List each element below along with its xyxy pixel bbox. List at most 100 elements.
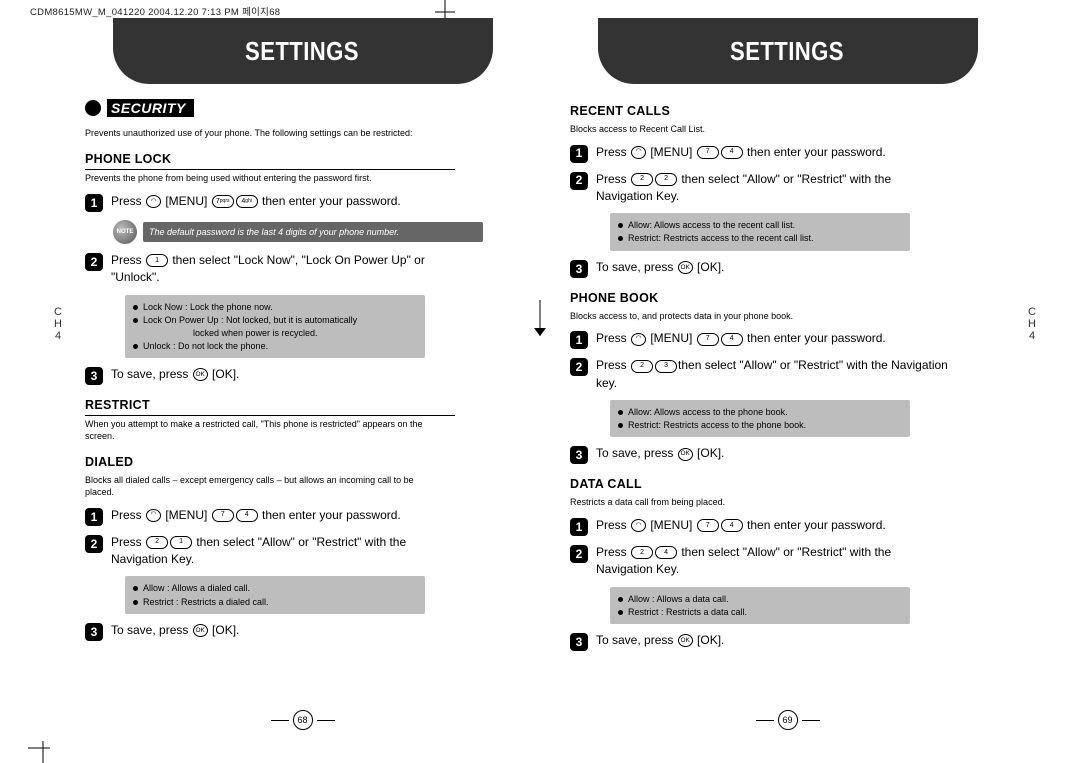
- dialed-step-2: 2 Press 21 then select "Allow" or "Restr…: [85, 534, 465, 569]
- right-content: RECENT CALLS Blocks access to Recent Cal…: [555, 84, 1020, 651]
- recent-calls-desc: Blocks access to Recent Call List.: [570, 124, 930, 136]
- key-4-icon: 4: [721, 519, 743, 532]
- phonebook-step-3: 3 To save, press OK [OK].: [570, 445, 950, 464]
- step-text: Press 24 then select "Allow" or "Restric…: [596, 544, 950, 579]
- security-heading: SECURITY: [85, 99, 194, 119]
- step-text: Press ◠ [MENU] 7pqrs4ghi then enter your…: [111, 193, 401, 210]
- step-number: 2: [570, 545, 588, 563]
- tab-title-left: SETTINGS: [246, 36, 360, 67]
- key-4-icon: 4: [721, 333, 743, 346]
- key-4-icon: 4: [721, 146, 743, 159]
- soft-key-icon: ◠: [146, 509, 161, 522]
- key-1-icon: 1: [146, 254, 168, 267]
- note-icon: NOTE: [113, 220, 137, 244]
- data-call-desc: Restricts a data call from being placed.: [570, 497, 930, 509]
- phone-lock-desc: Prevents the phone from being used witho…: [85, 173, 445, 185]
- step-text: Press 21 then select "Allow" or "Restric…: [111, 534, 465, 569]
- phonebook-step-1: 1 Press ◠ [MENU] 74 then enter your pass…: [570, 330, 950, 349]
- datacall-step-3: 3 To save, press OK [OK].: [570, 632, 950, 651]
- step-text: To save, press OK [OK].: [111, 366, 239, 383]
- datacall-options-box: Allow : Allows a data call. Restrict : R…: [610, 587, 910, 624]
- ok-key-icon: OK: [678, 261, 693, 274]
- page-right: SETTINGS CH4 RECENT CALLS Blocks access …: [555, 18, 1020, 738]
- dialed-title: DIALED: [85, 454, 455, 472]
- step-number: 2: [85, 535, 103, 553]
- step-number: 3: [570, 446, 588, 464]
- key-2-icon: 2: [631, 173, 653, 186]
- recent-step-1: 1 Press ◠ [MENU] 74 then enter your pass…: [570, 144, 950, 163]
- step-number: 3: [85, 367, 103, 385]
- step-number: 3: [570, 633, 588, 651]
- recent-step-2: 2 Press 22 then select "Allow" or "Restr…: [570, 171, 950, 206]
- restrict-desc: When you attempt to make a restricted ca…: [85, 419, 445, 442]
- step-text: Press ◠ [MENU] 74 then enter your passwo…: [596, 517, 886, 534]
- key-4-icon: 4: [655, 546, 677, 559]
- page-left: SETTINGS CH4 SECURITY Prevents unauthori…: [70, 18, 535, 738]
- tab-title-right: SETTINGS: [731, 36, 845, 67]
- settings-tab-left: SETTINGS: [113, 18, 493, 84]
- crop-mark-bottom-left: [28, 733, 58, 763]
- step-number: 1: [570, 145, 588, 163]
- soft-key-icon: ◠: [146, 195, 161, 208]
- step-number: 1: [85, 194, 103, 212]
- step-number: 1: [570, 518, 588, 536]
- chapter-marker-right: CH4: [1024, 306, 1040, 342]
- step-text: Press 22 then select "Allow" or "Restric…: [596, 171, 950, 206]
- phonebook-options-box: Allow: Allows access to the phone book. …: [610, 400, 910, 437]
- key-2-icon: 2: [146, 536, 168, 549]
- soft-key-icon: ◠: [631, 146, 646, 159]
- recent-calls-title: RECENT CALLS: [570, 103, 940, 121]
- key-7-icon: 7: [697, 333, 719, 346]
- step-text: Press 23then select "Allow" or "Restrict…: [596, 357, 950, 392]
- phone-book-desc: Blocks access to, and protects data in y…: [570, 311, 930, 323]
- settings-tab-right: SETTINGS: [598, 18, 978, 84]
- left-content: SECURITY Prevents unauthorized use of yo…: [70, 84, 535, 641]
- step-text: To save, press OK [OK].: [111, 622, 239, 639]
- recent-step-3: 3 To save, press OK [OK].: [570, 259, 950, 278]
- step-text: To save, press OK [OK].: [596, 259, 724, 276]
- security-desc: Prevents unauthorized use of your phone.…: [85, 128, 445, 140]
- key-4-icon: 4ghi: [236, 195, 258, 208]
- step-number: 2: [570, 172, 588, 190]
- step-number: 1: [570, 331, 588, 349]
- note-default-password: NOTE The default password is the last 4 …: [113, 220, 483, 244]
- step-number: 3: [570, 260, 588, 278]
- step-text: To save, press OK [OK].: [596, 632, 724, 649]
- ok-key-icon: OK: [678, 634, 693, 647]
- step-number: 2: [85, 253, 103, 271]
- phone-lock-step-1: 1 Press ◠ [MENU] 7pqrs4ghi then enter yo…: [85, 193, 465, 212]
- recent-options-box: Allow: Allows access to the recent call …: [610, 213, 910, 250]
- phone-lock-step-3: 3 To save, press OK [OK].: [85, 366, 465, 385]
- security-label: SECURITY: [107, 99, 194, 117]
- datacall-step-2: 2 Press 24 then select "Allow" or "Restr…: [570, 544, 950, 579]
- key-2-icon: 2: [631, 546, 653, 559]
- page-number-right: 69: [756, 710, 820, 730]
- key-4-icon: 4: [236, 509, 258, 522]
- key-1-icon: 1: [170, 536, 192, 549]
- step-number: 2: [570, 358, 588, 376]
- key-2-icon: 2: [631, 360, 653, 373]
- data-call-title: DATA CALL: [570, 476, 940, 494]
- key-2-icon: 2: [655, 173, 677, 186]
- dialed-step-3: 3 To save, press OK [OK].: [85, 622, 465, 641]
- step-text: Press ◠ [MENU] 74 then enter your passwo…: [596, 330, 886, 347]
- phonebook-step-2: 2 Press 23then select "Allow" or "Restri…: [570, 357, 950, 392]
- step-text: Press ◠ [MENU] 74 then enter your passwo…: [596, 144, 886, 161]
- phone-lock-step-2: 2 Press 1 then select "Lock Now", "Lock …: [85, 252, 465, 287]
- soft-key-icon: ◠: [631, 519, 646, 532]
- key-7-icon: 7pqrs: [212, 195, 234, 208]
- page-number-left: 68: [271, 710, 335, 730]
- phone-lock-title: PHONE LOCK: [85, 151, 455, 170]
- step-number: 1: [85, 508, 103, 526]
- key-7-icon: 7: [697, 519, 719, 532]
- key-7-icon: 7: [212, 509, 234, 522]
- key-3-icon: 3: [655, 360, 677, 373]
- key-7-icon: 7: [697, 146, 719, 159]
- step-text: To save, press OK [OK].: [596, 445, 724, 462]
- dialed-desc: Blocks all dialed calls – except emergen…: [85, 475, 445, 498]
- restrict-title: RESTRICT: [85, 397, 455, 416]
- step-text: Press 1 then select "Lock Now", "Lock On…: [111, 252, 465, 287]
- soft-key-icon: ◠: [631, 333, 646, 346]
- ok-key-icon: OK: [678, 448, 693, 461]
- document-meta: CDM8615MW_M_041220 2004.12.20 7:13 PM 페이…: [30, 4, 280, 18]
